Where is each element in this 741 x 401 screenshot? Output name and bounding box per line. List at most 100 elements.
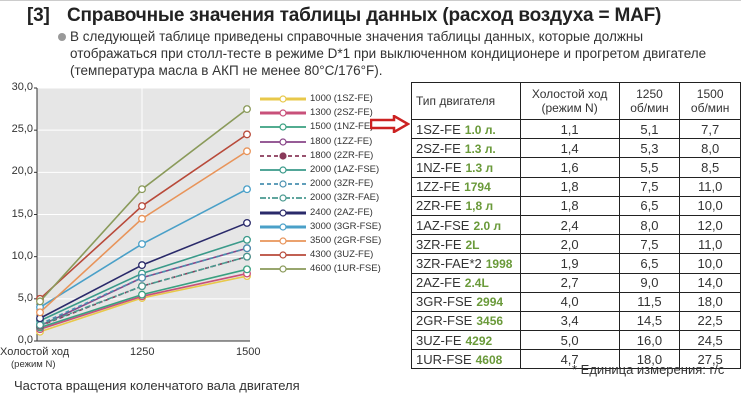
cell-engine: 2GR-FSE 3456 — [411, 310, 521, 332]
legend-swatch-icon — [260, 180, 306, 188]
cell-idle: 2,4 — [519, 214, 620, 236]
cell-idle: 3,4 — [519, 310, 620, 332]
engine-displacement: 3456 — [476, 314, 504, 329]
cell-engine: 2SZ-FE 1.3 л. — [411, 138, 521, 159]
cell-1500: 7,7 — [679, 118, 741, 140]
engine-code: 2ZR-FE — [416, 198, 462, 214]
legend-swatch-icon — [260, 152, 306, 160]
y-tick-label: 20,0 — [11, 165, 33, 178]
col-header-idle: Холостой ход (режим N) — [519, 82, 620, 120]
legend-item: 2400 (2AZ-FE) — [258, 207, 408, 219]
cell-1250: 5,3 — [618, 138, 681, 159]
maf-line-chart — [34, 87, 251, 342]
legend-label: 1800 (1ZZ-FE) — [310, 135, 373, 147]
y-tick-label: 0,0 — [17, 334, 33, 346]
cell-idle: 1,8 — [519, 195, 620, 216]
data-point — [243, 105, 251, 114]
table-row: 2SZ-FE 1.3 л. 1,4 5,3 8,0 — [411, 138, 741, 159]
cell-1500: 8,5 — [679, 157, 741, 178]
cell-1500: 11,0 — [679, 176, 741, 197]
cell-idle: 1,8 — [519, 176, 620, 197]
cell-1250: 9,0 — [618, 272, 681, 293]
legend-item: 2000 (1AZ-FSE) — [258, 164, 408, 176]
legend-item: 2000 (3ZR-FAE) — [258, 192, 408, 204]
legend-label: 4600 (1UR-FSE) — [310, 263, 381, 275]
data-point — [243, 244, 251, 253]
cell-idle: 1,1 — [519, 118, 620, 140]
table-row: 3GR-FSE 2994 4,0 11,5 18,0 — [411, 291, 741, 312]
engine-displacement: 2L — [465, 237, 480, 252]
data-point — [138, 282, 146, 291]
data-point — [243, 252, 251, 261]
legend-item: 1800 (1ZZ-FE) — [258, 136, 408, 148]
section-title: [3] Справочные значения таблицы данных (р… — [27, 5, 661, 27]
engine-code: 3GR-FSE — [416, 294, 473, 310]
section-title-text: Справочные значения таблицы данных (расх… — [67, 5, 662, 26]
cell-1250: 18,0 — [618, 349, 681, 370]
legend-label: 2000 (3ZR-FE) — [310, 178, 374, 190]
legend-label: 3000 (3GR-FSE) — [310, 220, 382, 232]
cell-1250: 7,5 — [618, 234, 681, 255]
y-tick-label: 30,0 — [11, 81, 33, 93]
data-point — [243, 235, 251, 244]
cell-idle: 4,0 — [519, 291, 620, 312]
data-point — [138, 290, 146, 299]
cell-1500: 8,0 — [679, 138, 741, 159]
engine-displacement: 1.3 л. — [464, 141, 496, 156]
data-point — [36, 308, 44, 317]
cell-engine: 3GR-FSE 2994 — [411, 291, 521, 312]
engine-displacement: 4292 — [465, 333, 493, 348]
cell-1250: 5,5 — [618, 157, 681, 178]
engine-displacement: 1,8 л — [465, 199, 494, 214]
legend-item: 1000 (1SZ-FE) — [258, 93, 408, 105]
data-point — [138, 185, 146, 194]
col-header-idle-l1: Холостой ход — [531, 87, 608, 101]
legend-label: 1000 (1SZ-FE) — [310, 93, 373, 104]
maf-data-table: Тип двигателя Холостой ход (режим N) 1250… — [411, 82, 741, 370]
cell-engine: 2ZR-FE 1,8 л — [411, 195, 521, 216]
data-point — [138, 240, 146, 248]
table-row: 1NZ-FE 1.3 л 1,6 5,5 8,5 — [411, 157, 741, 178]
cell-engine: 1UR-FSE 4608 — [411, 349, 521, 370]
col-header-1500-l2: об/мин — [690, 101, 730, 115]
engine-displacement: 1.0 л. — [464, 122, 496, 137]
col-header-1250: 1250 об/мин — [618, 82, 681, 120]
legend-label: 1300 (2SZ-FE) — [310, 107, 373, 119]
x-tick-idle-sub: (режим N) — [11, 359, 56, 370]
data-point — [138, 261, 146, 270]
cell-1250: 11,5 — [618, 291, 681, 312]
engine-code: 1ZZ-FE — [416, 179, 461, 195]
engine-displacement: 1998 — [485, 256, 513, 271]
y-tick-label: 25,0 — [11, 123, 33, 136]
cell-engine: 1NZ-FE 1.3 л — [411, 157, 521, 178]
cell-idle: 1,4 — [519, 138, 620, 159]
cell-engine: 2AZ-FE 2.4L — [411, 272, 521, 293]
legend-swatch-icon — [260, 237, 306, 245]
legend-swatch-icon — [260, 251, 306, 259]
cell-1500: 11,0 — [679, 234, 741, 255]
x-tick-1250: 1250 — [130, 346, 155, 358]
x-axis-title: Частота вращения коленчатого вала двигат… — [14, 378, 300, 393]
table-row: 1ZZ-FE 1794 1,8 7,5 11,0 — [411, 176, 741, 197]
engine-displacement: 4608 — [475, 352, 503, 367]
section-description: В следующей таблице приведены справочные… — [58, 28, 730, 79]
legend-swatch-icon — [260, 137, 306, 146]
engine-displacement: 1794 — [464, 180, 491, 195]
legend-swatch-icon — [260, 208, 306, 217]
legend-swatch-icon — [260, 223, 306, 231]
table-row: 3ZR-FE 2L 2,0 7,5 11,0 — [411, 234, 741, 255]
x-tick-1500: 1500 — [236, 346, 261, 358]
col-header-engine: Тип двигателя — [411, 82, 521, 120]
y-tick-label: 15,0 — [11, 207, 33, 220]
cell-1500: 12,0 — [679, 214, 741, 236]
data-point — [138, 202, 146, 211]
unit-note: * Единица измерения: г/с — [572, 362, 725, 377]
cell-idle: 2,7 — [519, 272, 620, 293]
cell-1500: 18,0 — [679, 291, 741, 312]
cell-1500: 24,5 — [679, 330, 741, 351]
engine-code: 1AZ-FSE — [416, 217, 470, 233]
engine-displacement: 1.3 л — [465, 160, 494, 175]
legend-item: 2000 (3ZR-FE) — [258, 178, 408, 190]
table-row: 3ZR-FAE*2 1998 1,9 6,5 10,0 — [411, 253, 741, 274]
legend-label: 2000 (3ZR-FAE) — [310, 192, 380, 204]
